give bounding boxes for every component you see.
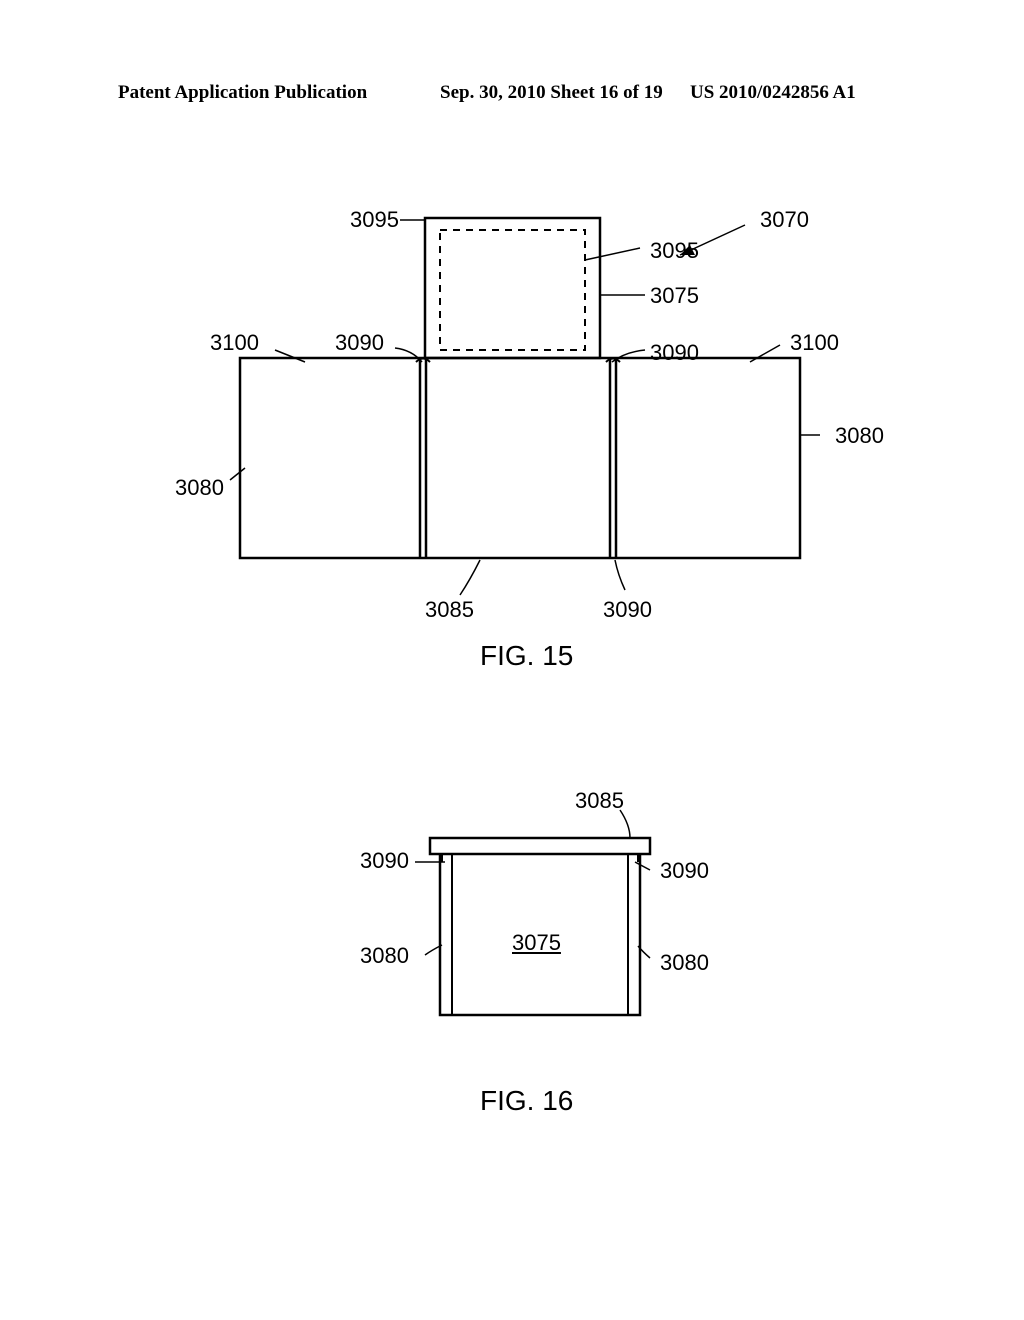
fig16-title: FIG. 16 (480, 1085, 573, 1117)
label-3070: 3070 (760, 207, 809, 233)
header-date-sheet: Sep. 30, 2010 Sheet 16 of 19 (440, 82, 663, 104)
label-3080-left: 3080 (175, 475, 224, 501)
label-3095-top: 3095 (350, 207, 399, 233)
label-3080-left-fig16: 3080 (360, 943, 409, 969)
fig15-drawing (150, 200, 910, 620)
header-pubnum: US 2010/0242856 A1 (690, 82, 856, 104)
label-3075-fig15: 3075 (650, 283, 699, 309)
label-3080-right-fig16: 3080 (660, 950, 709, 976)
label-3075-fig16: 3075 (512, 930, 561, 956)
label-3080-right: 3080 (835, 423, 884, 449)
fig15-title: FIG. 15 (480, 640, 573, 672)
label-3095-right: 3095 (650, 238, 699, 264)
label-3090-bottom: 3090 (603, 597, 652, 623)
label-3085-fig15: 3085 (425, 597, 474, 623)
header-publication: Patent Application Publication (118, 82, 367, 104)
label-3090-right-fig16: 3090 (660, 858, 709, 884)
label-3090-left: 3090 (335, 330, 384, 356)
label-3090-right: 3090 (650, 340, 699, 366)
label-3090-left-fig16: 3090 (360, 848, 409, 874)
fig16-drawing (330, 790, 730, 1050)
label-3085-fig16: 3085 (575, 788, 624, 814)
label-3100-left: 3100 (210, 330, 259, 356)
label-3100-right: 3100 (790, 330, 839, 356)
